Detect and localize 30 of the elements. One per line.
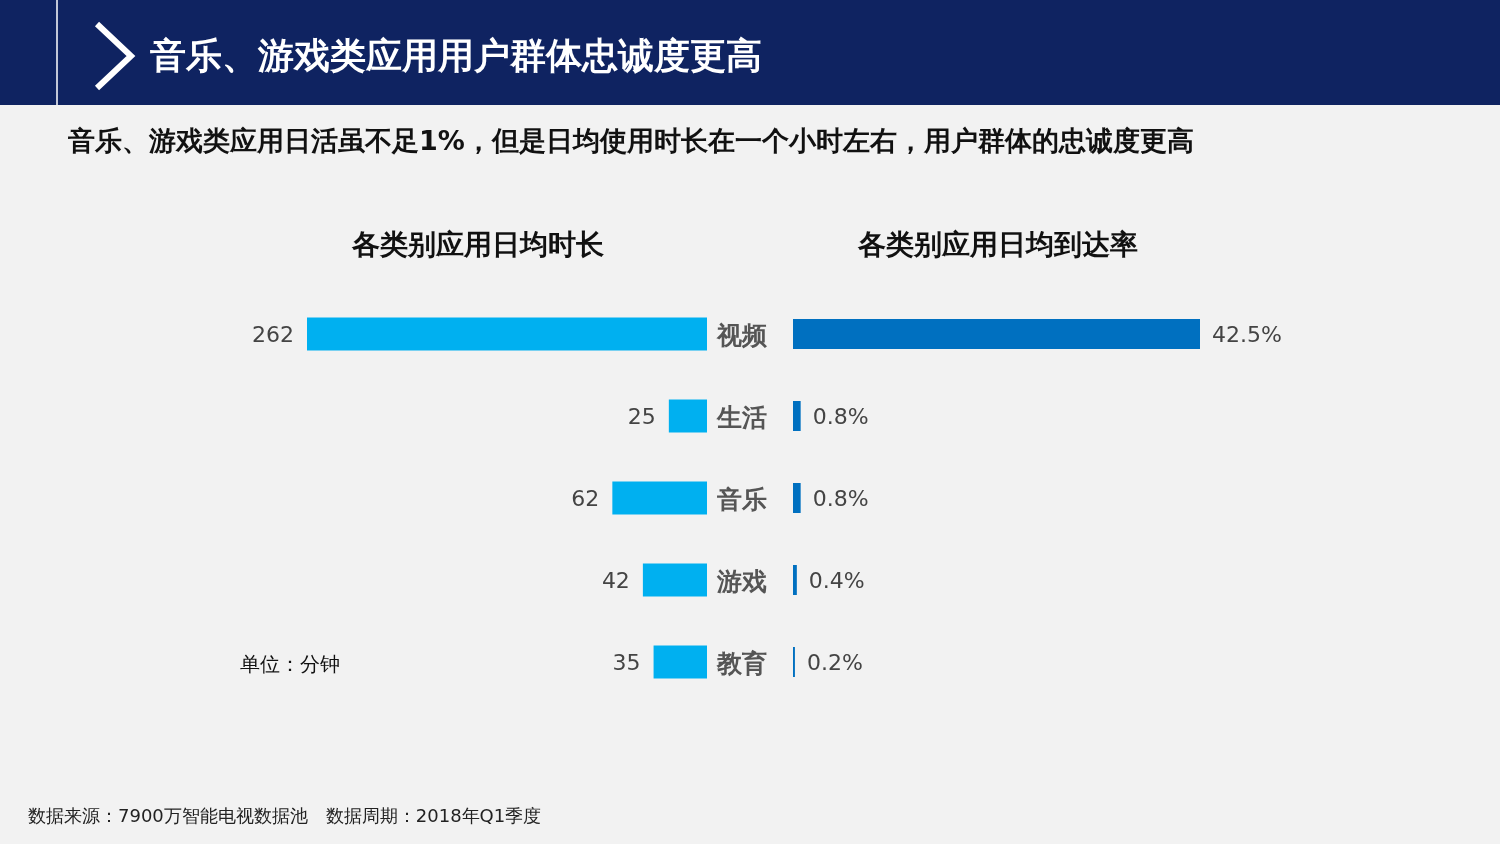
data-label: 262 <box>252 322 294 347</box>
y-tick-label: 生活 <box>716 403 767 432</box>
bar <box>668 399 707 433</box>
bar <box>612 481 707 515</box>
data-label: 35 <box>612 650 641 675</box>
bar <box>307 317 707 351</box>
source-note: 数据来源：7900万智能电视数据池 数据周期：2018年Q1季度 <box>28 805 542 826</box>
chart-title: 各类别应用日均到达率 <box>857 228 1138 261</box>
data-label: 0.8% <box>812 486 869 511</box>
data-label: 0.2% <box>806 650 863 675</box>
bar <box>793 565 797 595</box>
text: 音乐、游戏类应用日活虽不足1%，但是日均使用时长在一个小时左右，用户群体的忠诚度更高 <box>67 125 1194 156</box>
y-tick-label: 音乐 <box>716 485 767 514</box>
bar <box>653 645 707 679</box>
data-label: 25 <box>627 404 656 429</box>
text: 音乐、游戏类应用用户群体忠诚度更高 <box>150 35 762 76</box>
bar <box>642 563 707 597</box>
y-tick-label: 游戏 <box>716 567 767 596</box>
bar <box>793 401 801 431</box>
bar <box>793 319 1200 349</box>
data-label: 42 <box>601 568 630 593</box>
data-label: 0.4% <box>808 568 865 593</box>
data-label: 62 <box>571 486 600 511</box>
data-label: 42.5% <box>1212 322 1282 347</box>
chart-title: 各类别应用日均时长 <box>351 228 604 261</box>
annotation: 单位：分钟 <box>240 652 340 676</box>
y-tick-label: 教育 <box>716 649 767 678</box>
bar <box>793 483 801 513</box>
y-tick-label: 视频 <box>716 321 768 350</box>
data-label: 0.8% <box>812 404 869 429</box>
